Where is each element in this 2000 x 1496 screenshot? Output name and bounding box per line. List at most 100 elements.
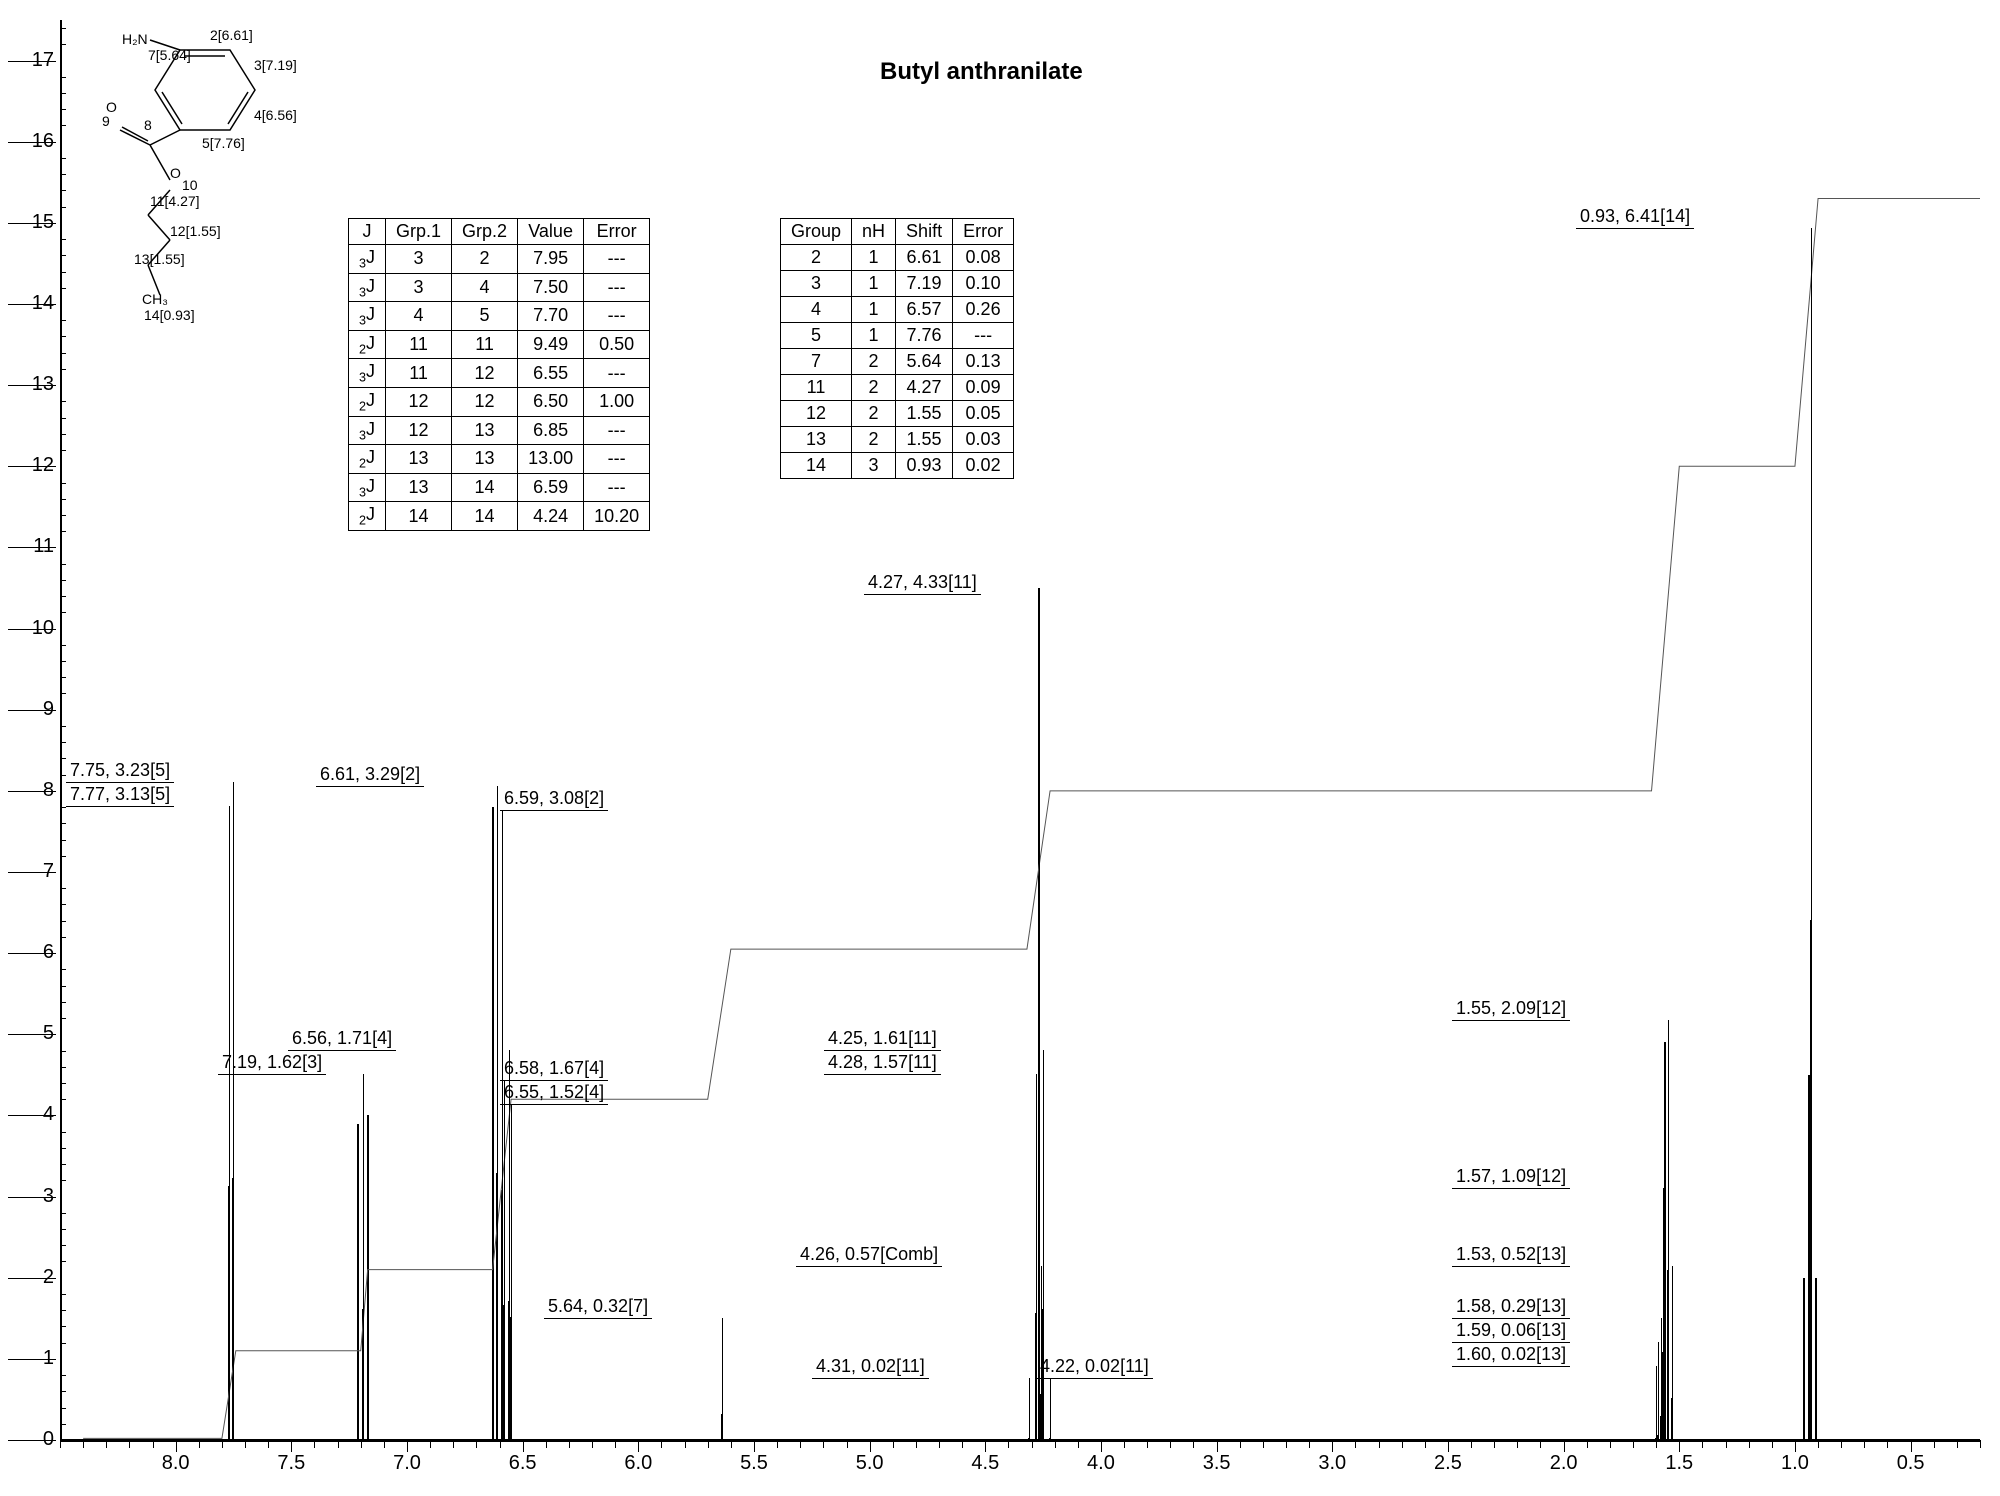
table-cell: --- xyxy=(584,473,650,502)
table-cell: --- xyxy=(584,245,650,274)
spectrum-title: Butyl anthranilate xyxy=(880,58,1083,86)
table-cell: 1 xyxy=(852,271,896,297)
table-cell: --- xyxy=(584,445,650,474)
peak-label: 6.55, 1.52[4] xyxy=(500,1082,608,1105)
nmr-peak xyxy=(1815,1278,1817,1440)
y-tick-label: 10 xyxy=(4,617,54,640)
nmr-peak xyxy=(1028,1438,1030,1440)
svg-text:O: O xyxy=(170,165,181,181)
table-cell: 5.64 xyxy=(896,349,953,375)
table-cell: --- xyxy=(584,302,650,331)
svg-text:5[7.76]: 5[7.76] xyxy=(202,135,245,151)
table-cell: 2 xyxy=(452,245,518,274)
y-tick-label: 1 xyxy=(4,1347,54,1370)
table-cell: 1.55 xyxy=(896,427,953,453)
svg-text:14[0.93]: 14[0.93] xyxy=(144,307,195,323)
table-cell: 10.20 xyxy=(584,502,650,531)
table-header: Error xyxy=(584,219,650,245)
svg-text:4[6.56]: 4[6.56] xyxy=(254,107,297,123)
peak-label: 4.28, 1.57[11] xyxy=(824,1052,941,1075)
table-cell: 12 xyxy=(781,401,852,427)
table-cell: 6.55 xyxy=(518,359,584,388)
table-row: 2J12126.501.00 xyxy=(349,387,650,416)
table-cell: 13 xyxy=(452,445,518,474)
table-cell: 2J xyxy=(349,502,386,531)
table-cell: 4.24 xyxy=(518,502,584,531)
table-header: nH xyxy=(852,219,896,245)
table-cell: 3 xyxy=(852,453,896,479)
table-cell: 5 xyxy=(781,323,852,349)
nmr-peak xyxy=(492,807,494,1440)
peak-label: 5.64, 0.32[7] xyxy=(544,1296,652,1319)
table-cell: 0.09 xyxy=(953,375,1014,401)
peak-label: 4.26, 0.57[Comb] xyxy=(796,1244,942,1267)
y-tick-label: 2 xyxy=(4,1266,54,1289)
peak-label: 4.27, 4.33[11] xyxy=(864,572,981,595)
peak-label: 7.77, 3.13[5] xyxy=(66,784,174,807)
y-tick-label: 16 xyxy=(4,130,54,153)
peak-label: 4.25, 1.61[11] xyxy=(824,1028,941,1051)
table-cell: 2J xyxy=(349,387,386,416)
peak-label: 1.57, 1.09[12] xyxy=(1452,1166,1570,1189)
table-cell: 12 xyxy=(386,387,452,416)
x-tick-label: 0.5 xyxy=(1897,1452,1925,1475)
x-tick-label: 1.0 xyxy=(1781,1452,1809,1475)
x-tick-label: 2.0 xyxy=(1550,1452,1578,1475)
y-tick-label: 13 xyxy=(4,373,54,396)
svg-text:H₂N: H₂N xyxy=(122,31,148,47)
table-cell: 2 xyxy=(852,427,896,453)
table-cell: 14 xyxy=(781,453,852,479)
table-cell: 6.59 xyxy=(518,473,584,502)
table-cell: 13 xyxy=(386,445,452,474)
y-tick-label: 17 xyxy=(4,49,54,72)
nmr-peak xyxy=(1664,1042,1666,1440)
table-cell: 0.08 xyxy=(953,245,1014,271)
y-tick-label: 5 xyxy=(4,1022,54,1045)
table-cell: 6.50 xyxy=(518,387,584,416)
y-axis xyxy=(60,20,62,1440)
x-tick-label: 2.5 xyxy=(1434,1452,1462,1475)
table-cell: 4 xyxy=(452,273,518,302)
coupling-table: JGrp.1Grp.2ValueError3J327.95---3J347.50… xyxy=(348,218,650,531)
table-cell: 0.05 xyxy=(953,401,1014,427)
y-tick-label: 0 xyxy=(4,1428,54,1451)
table-row: 216.610.08 xyxy=(781,245,1014,271)
table-cell: 3J xyxy=(349,416,386,445)
x-tick-label: 4.0 xyxy=(1087,1452,1115,1475)
table-cell: 7.70 xyxy=(518,302,584,331)
table-cell: 2 xyxy=(781,245,852,271)
x-tick-label: 6.0 xyxy=(624,1452,652,1475)
table-row: 3J12136.85--- xyxy=(349,416,650,445)
table-cell: 7 xyxy=(781,349,852,375)
y-tick-label: 8 xyxy=(4,779,54,802)
svg-text:8: 8 xyxy=(144,117,152,133)
y-tick-label: 4 xyxy=(4,1103,54,1126)
y-tick-label: 14 xyxy=(4,292,54,315)
table-cell: 12 xyxy=(452,359,518,388)
x-tick-label: 1.5 xyxy=(1665,1452,1693,1475)
table-cell: 3 xyxy=(386,245,452,274)
table-cell: 1.00 xyxy=(584,387,650,416)
table-cell: 1 xyxy=(852,245,896,271)
table-cell: 0.10 xyxy=(953,271,1014,297)
table-header: Shift xyxy=(896,219,953,245)
table-row: 2J131313.00--- xyxy=(349,445,650,474)
table-cell: 3 xyxy=(386,273,452,302)
x-tick-label: 3.5 xyxy=(1203,1452,1231,1475)
x-tick-label: 5.0 xyxy=(856,1452,884,1475)
table-cell: 7.19 xyxy=(896,271,953,297)
y-tick-label: 12 xyxy=(4,454,54,477)
table-cell: 1.55 xyxy=(896,401,953,427)
table-row: 1124.270.09 xyxy=(781,375,1014,401)
table-cell: 11 xyxy=(452,330,518,359)
table-cell: 2 xyxy=(852,349,896,375)
table-cell: 3J xyxy=(349,473,386,502)
peak-label: 7.75, 3.23[5] xyxy=(66,760,174,783)
peak-label: 6.59, 3.08[2] xyxy=(500,788,608,811)
table-cell: 1 xyxy=(852,323,896,349)
table-cell: 13.00 xyxy=(518,445,584,474)
peak-label: 4.31, 0.02[11] xyxy=(812,1356,929,1379)
table-cell: 11 xyxy=(386,359,452,388)
svg-text:12[1.55]: 12[1.55] xyxy=(170,223,221,239)
table-cell: 4 xyxy=(781,297,852,323)
